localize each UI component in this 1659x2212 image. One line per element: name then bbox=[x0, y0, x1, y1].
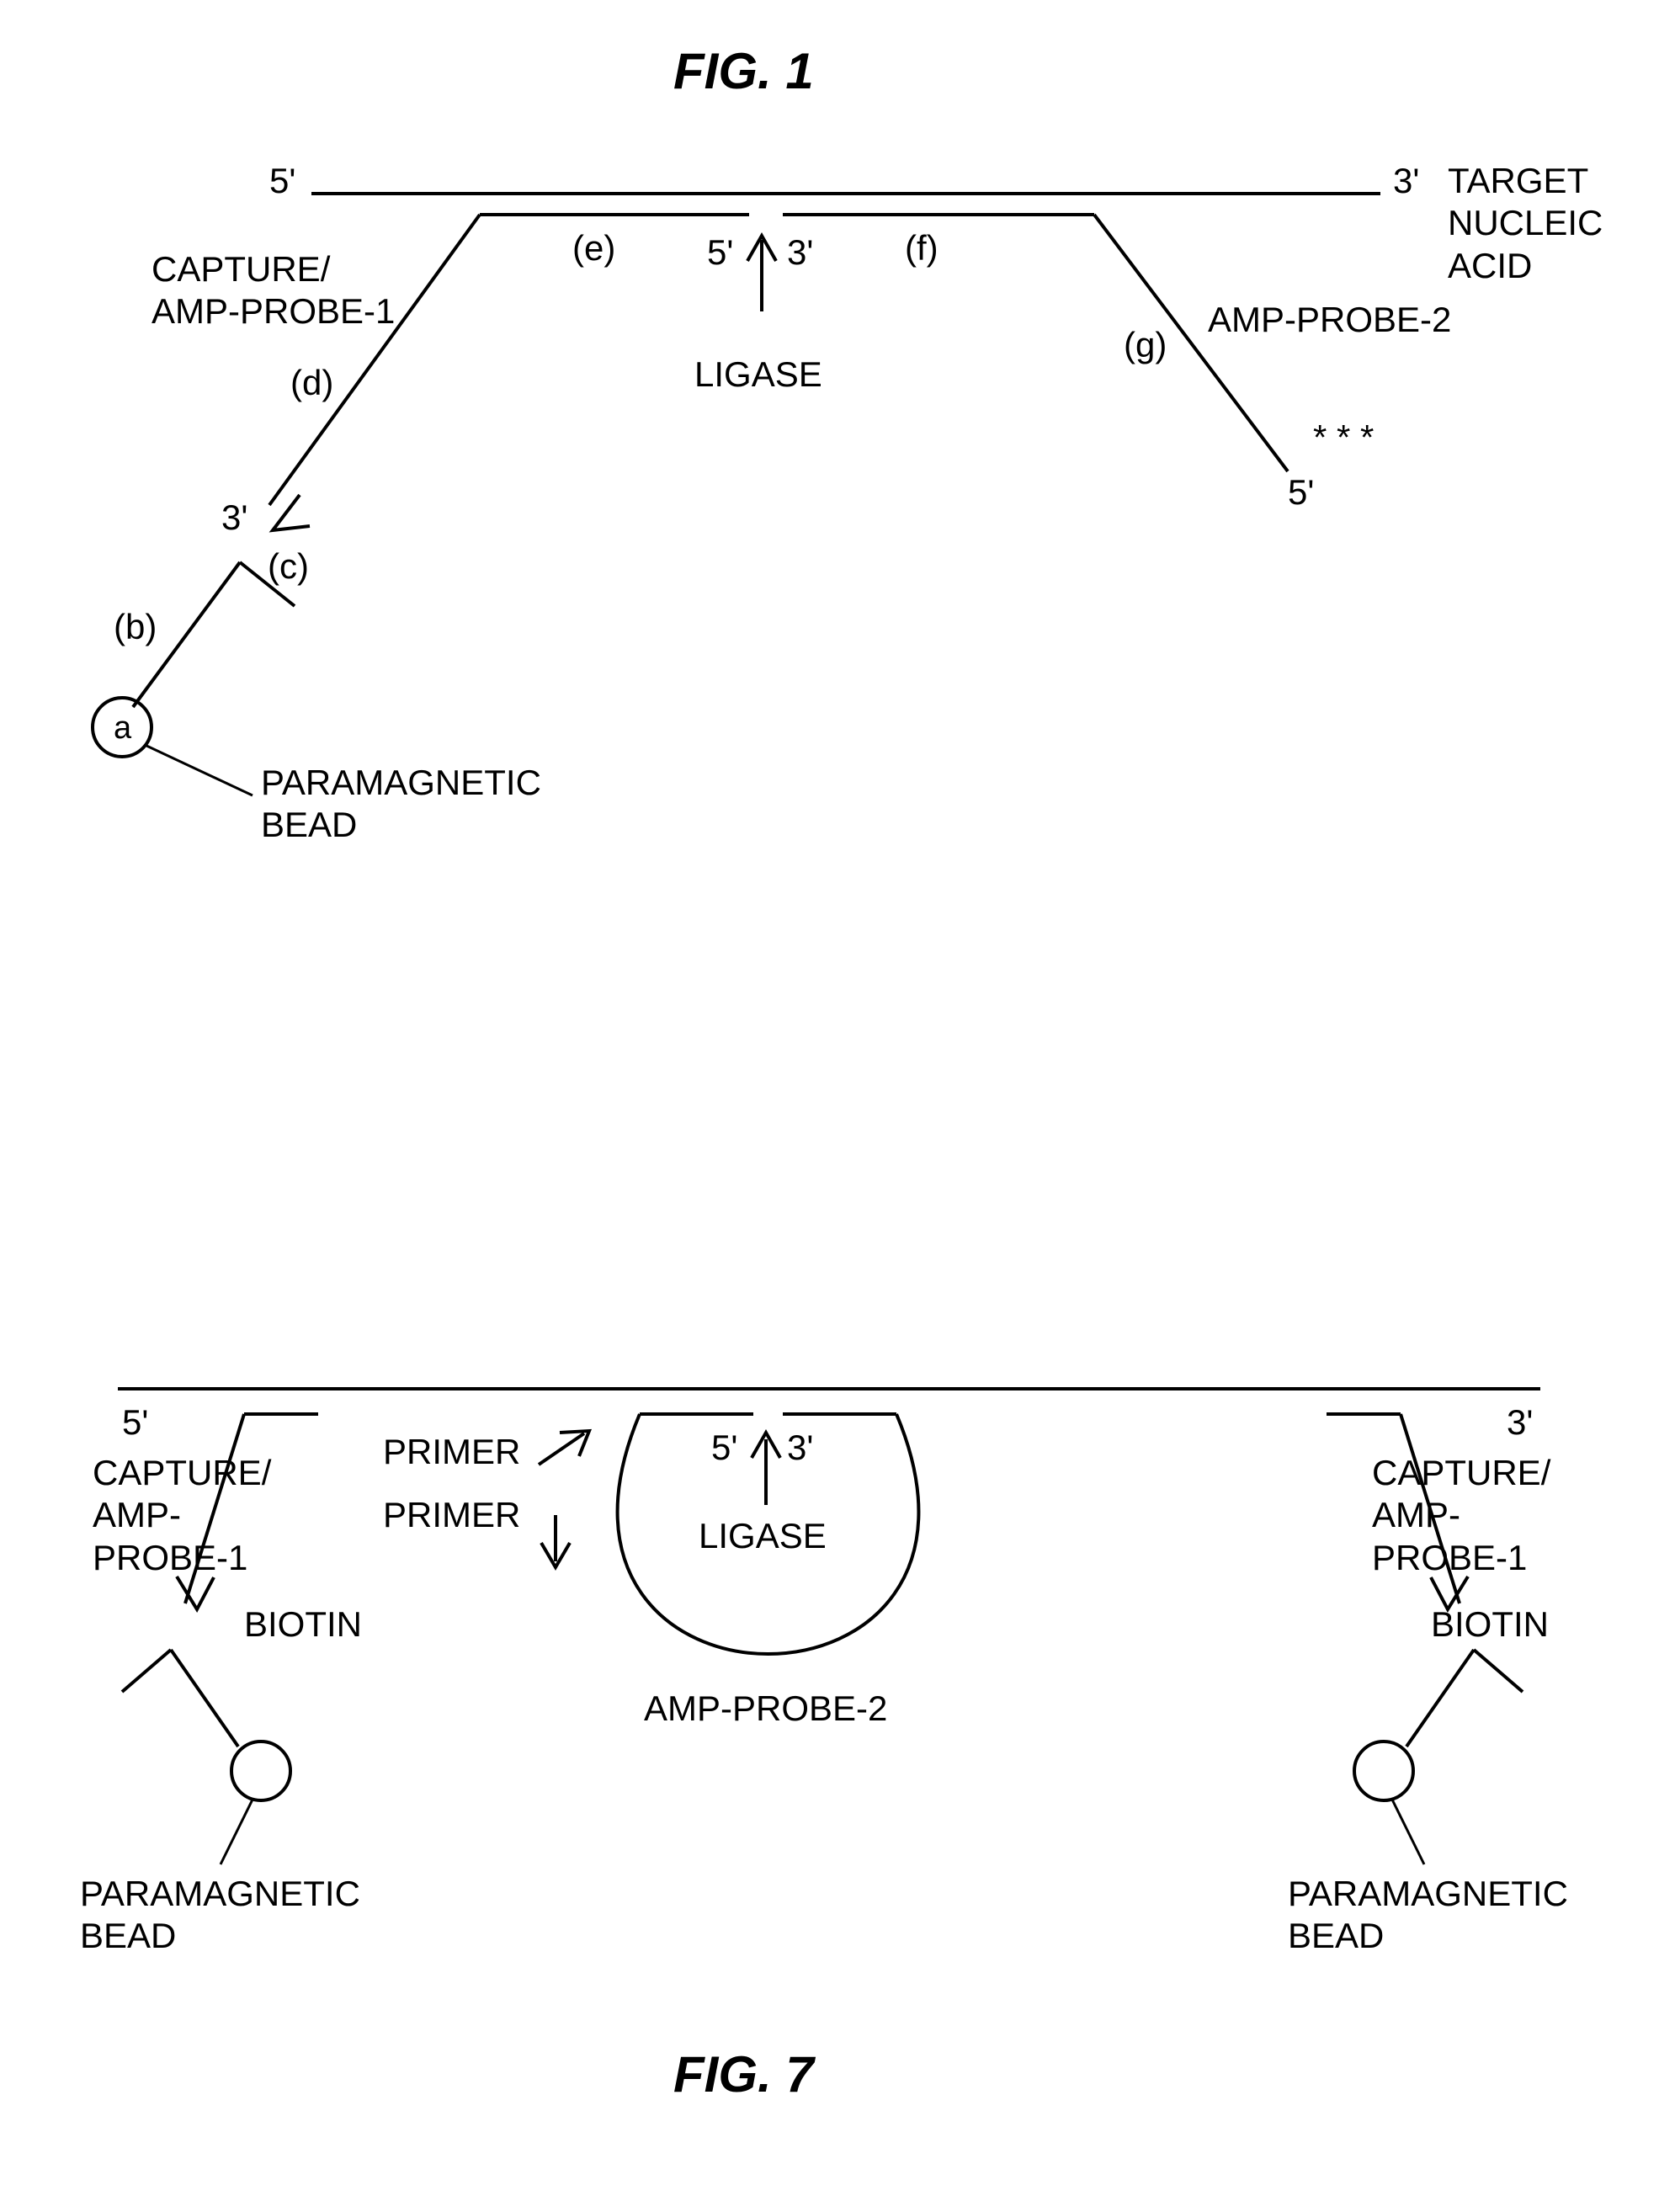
fig7-linker-left-c bbox=[122, 1650, 171, 1692]
fig7-linker-right-b bbox=[1406, 1650, 1474, 1747]
fig7-primer-up-line bbox=[539, 1433, 584, 1465]
fig7-5prime-target: 5' bbox=[122, 1401, 148, 1444]
fig7-capture-right-label: CAPTURE/ AMP- PROBE-1 bbox=[1372, 1452, 1550, 1579]
fig7-title: FIG. 7 bbox=[673, 2045, 814, 2103]
fig7-bead-left-label: PARAMAGNETIC BEAD bbox=[80, 1873, 360, 1958]
fig7-primer-up-label: PRIMER bbox=[383, 1431, 520, 1473]
fig7-5prime-gap: 5' bbox=[711, 1427, 737, 1469]
fig7-3prime-gap: 3' bbox=[787, 1427, 813, 1469]
fig7-amp-probe2-label: AMP-PROBE-2 bbox=[644, 1688, 887, 1730]
fig7-bead-left-leader bbox=[221, 1800, 253, 1864]
fig7-linker-right-c bbox=[1474, 1650, 1523, 1692]
fig7-biotin-left-label: BIOTIN bbox=[244, 1603, 362, 1646]
fig7-linker-left-b bbox=[171, 1650, 238, 1747]
fig7-capture-left-label: CAPTURE/ AMP- PROBE-1 bbox=[93, 1452, 271, 1579]
fig7-bead-left bbox=[231, 1741, 290, 1800]
fig7-3prime-target: 3' bbox=[1507, 1401, 1533, 1444]
fig7-probe1-left-arrowhead bbox=[177, 1577, 214, 1609]
fig7-bead-right bbox=[1354, 1741, 1413, 1800]
fig7-biotin-right-label: BIOTIN bbox=[1431, 1603, 1549, 1646]
fig7-bead-right-leader bbox=[1392, 1800, 1424, 1864]
fig7-ligase-label: LIGASE bbox=[699, 1515, 827, 1557]
fig7-bead-right-label: PARAMAGNETIC BEAD bbox=[1288, 1873, 1568, 1958]
fig7-diagram bbox=[0, 0, 1659, 2104]
fig7-primer-down-label: PRIMER bbox=[383, 1494, 520, 1536]
